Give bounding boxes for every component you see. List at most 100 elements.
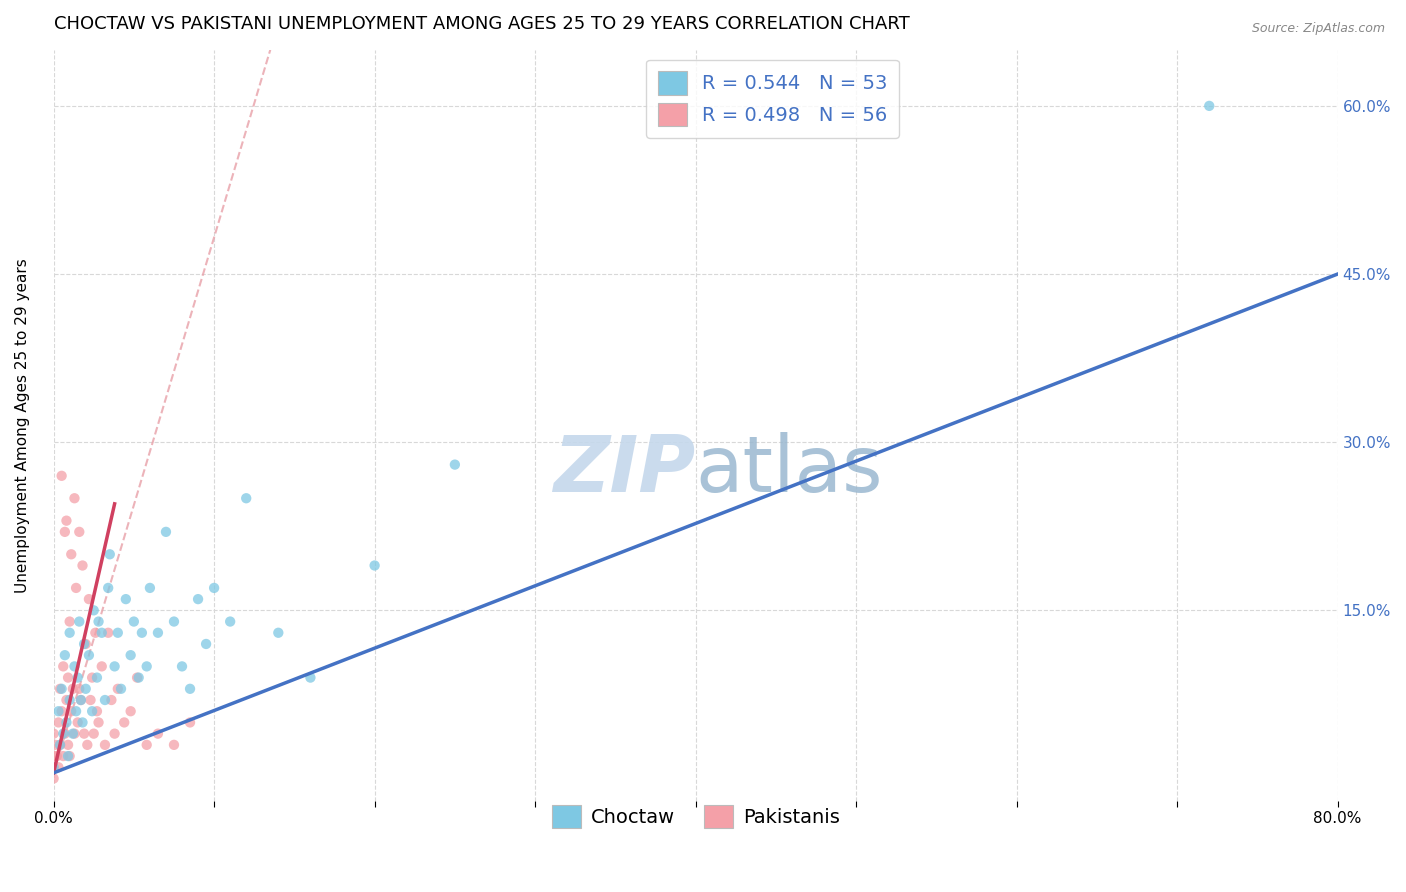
Point: [120, 648, 142, 663]
Point: [75, 681, 97, 696]
Point: [94, 738, 117, 752]
Point: [59, 615, 82, 629]
Point: [163, 615, 186, 629]
Point: [90, 625, 112, 640]
Point: [59, 749, 82, 764]
Text: ZIP: ZIP: [554, 433, 696, 508]
Point: [56, 749, 79, 764]
Point: [55, 514, 77, 528]
Point: [53, 524, 76, 539]
Point: [60, 704, 83, 718]
Point: [67, 681, 90, 696]
Point: [219, 615, 242, 629]
Point: [51, 468, 73, 483]
Point: [59, 625, 82, 640]
Point: [42, 772, 65, 786]
Point: [267, 625, 290, 640]
Point: [49, 738, 72, 752]
Point: [55, 693, 77, 707]
Point: [139, 581, 162, 595]
Point: [86, 704, 108, 718]
Point: [104, 659, 127, 673]
Point: [42, 760, 65, 774]
Point: [125, 671, 148, 685]
Point: [115, 592, 138, 607]
Point: [42, 749, 65, 764]
Point: [84, 625, 107, 640]
Point: [53, 648, 76, 663]
Point: [87, 715, 110, 730]
Point: [63, 491, 86, 506]
Point: [146, 726, 169, 740]
Point: [107, 681, 129, 696]
Point: [110, 681, 132, 696]
Point: [76, 738, 98, 752]
Point: [51, 704, 73, 718]
Point: [65, 704, 87, 718]
Point: [120, 704, 142, 718]
Point: [62, 726, 84, 740]
Point: [77, 648, 100, 663]
Point: [49, 681, 72, 696]
Legend: Choctaw, Pakistanis: Choctaw, Pakistanis: [544, 797, 848, 837]
Point: [444, 458, 467, 472]
Point: [135, 659, 157, 673]
Point: [94, 693, 117, 707]
Y-axis label: Unemployment Among Ages 25 to 29 years: Unemployment Among Ages 25 to 29 years: [15, 258, 30, 593]
Point: [62, 681, 84, 696]
Point: [195, 637, 218, 651]
Point: [77, 592, 100, 607]
Point: [51, 681, 73, 696]
Point: [45, 749, 67, 764]
Point: [179, 715, 201, 730]
Point: [202, 581, 225, 595]
Point: [72, 558, 94, 573]
Point: [82, 704, 104, 718]
Point: [48, 760, 70, 774]
Point: [65, 581, 87, 595]
Point: [44, 738, 66, 752]
Point: [70, 693, 93, 707]
Point: [122, 615, 145, 629]
Point: [97, 581, 120, 595]
Point: [75, 637, 97, 651]
Point: [83, 726, 105, 740]
Point: [163, 738, 186, 752]
Point: [48, 704, 70, 718]
Point: [131, 625, 153, 640]
Point: [170, 659, 193, 673]
Point: [59, 693, 82, 707]
Point: [98, 547, 121, 561]
Point: [52, 749, 75, 764]
Point: [66, 671, 89, 685]
Text: Source: ZipAtlas.com: Source: ZipAtlas.com: [1251, 22, 1385, 36]
Point: [60, 547, 83, 561]
Point: [66, 715, 89, 730]
Point: [55, 715, 77, 730]
Point: [146, 625, 169, 640]
Point: [1198, 99, 1220, 113]
Point: [104, 726, 127, 740]
Point: [56, 738, 79, 752]
Point: [235, 491, 257, 506]
Point: [187, 592, 209, 607]
Point: [82, 671, 104, 685]
Point: [42, 760, 65, 774]
Point: [73, 637, 96, 651]
Point: [52, 726, 75, 740]
Point: [70, 693, 93, 707]
Point: [63, 726, 86, 740]
Point: [97, 625, 120, 640]
Point: [67, 524, 90, 539]
Point: [107, 625, 129, 640]
Point: [79, 693, 101, 707]
Point: [42, 726, 65, 740]
Point: [52, 659, 75, 673]
Point: [73, 726, 96, 740]
Point: [49, 738, 72, 752]
Point: [67, 615, 90, 629]
Text: atlas: atlas: [696, 433, 883, 508]
Point: [86, 671, 108, 685]
Point: [135, 738, 157, 752]
Point: [48, 715, 70, 730]
